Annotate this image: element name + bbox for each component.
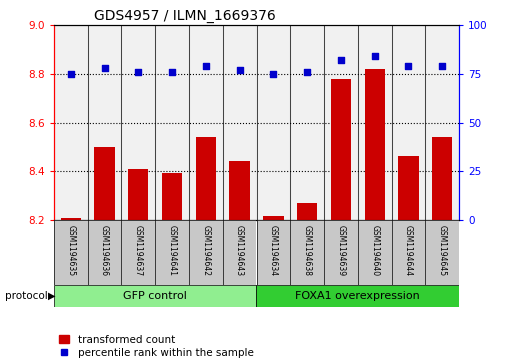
Bar [358,25,391,220]
Bar [229,161,250,220]
Bar [398,156,419,220]
Text: FOXA1 overexpression: FOXA1 overexpression [295,291,420,301]
Text: GSM1194644: GSM1194644 [404,225,413,277]
Bar [297,203,317,220]
Text: protocol: protocol [5,291,48,301]
Text: GSM1194635: GSM1194635 [66,225,75,277]
Bar [425,220,459,285]
Point [303,69,311,75]
Text: GSM1194645: GSM1194645 [438,225,447,277]
Bar [331,79,351,220]
Text: GDS4957 / ILMN_1669376: GDS4957 / ILMN_1669376 [94,9,276,23]
Bar [189,220,223,285]
Bar [162,174,182,220]
Point [337,57,345,63]
Bar [290,220,324,285]
Bar [263,216,284,220]
Point [269,71,278,77]
Text: GSM1194634: GSM1194634 [269,225,278,277]
Text: GSM1194637: GSM1194637 [134,225,143,277]
Bar [391,25,425,220]
Bar [195,137,216,220]
Bar [54,220,88,285]
Bar [122,220,155,285]
Point [370,54,379,60]
Bar [365,69,385,220]
Bar [432,137,452,220]
Bar [155,25,189,220]
Text: GSM1194638: GSM1194638 [303,225,312,277]
Point [438,63,446,69]
Point [235,67,244,73]
Legend: transformed count, percentile rank within the sample: transformed count, percentile rank withi… [59,335,254,358]
Bar [256,220,290,285]
Point [134,69,143,75]
Bar [189,25,223,220]
Point [101,65,109,71]
Point [168,69,176,75]
Bar [223,25,256,220]
Bar [425,25,459,220]
Bar [88,220,122,285]
Point [404,63,412,69]
Bar [54,285,256,307]
Bar [223,220,256,285]
Bar [128,169,148,220]
Text: GSM1194642: GSM1194642 [201,225,210,277]
Point [202,63,210,69]
Bar [290,25,324,220]
Bar [324,220,358,285]
Text: GSM1194640: GSM1194640 [370,225,379,277]
Text: GSM1194639: GSM1194639 [337,225,345,277]
Bar [122,25,155,220]
Bar [324,25,358,220]
Bar [358,220,391,285]
Point [67,71,75,77]
Bar [391,220,425,285]
Bar [88,25,122,220]
Text: GSM1194641: GSM1194641 [168,225,176,277]
Text: GSM1194636: GSM1194636 [100,225,109,277]
Bar [61,219,81,220]
Bar [54,25,88,220]
Bar [94,147,114,220]
Text: ▶: ▶ [48,291,56,301]
Text: GFP control: GFP control [123,291,187,301]
Text: GSM1194643: GSM1194643 [235,225,244,277]
Bar [155,220,189,285]
Bar [256,25,290,220]
Bar [256,285,459,307]
